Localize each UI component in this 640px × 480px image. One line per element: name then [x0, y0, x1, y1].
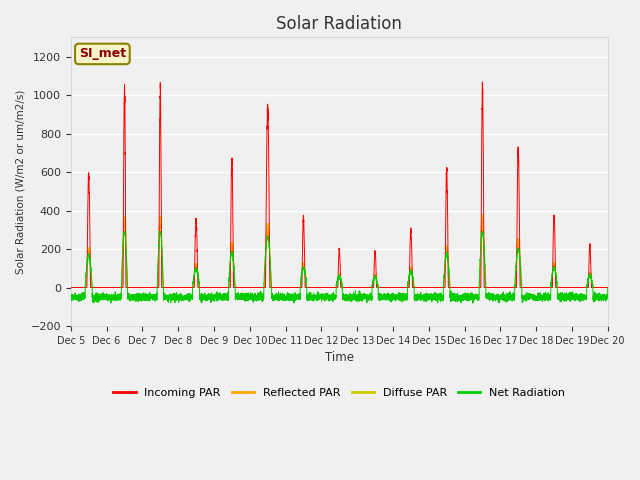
Title: Solar Radiation: Solar Radiation	[276, 15, 402, 33]
Legend: Incoming PAR, Reflected PAR, Diffuse PAR, Net Radiation: Incoming PAR, Reflected PAR, Diffuse PAR…	[109, 384, 570, 402]
X-axis label: Time: Time	[324, 351, 354, 364]
Y-axis label: Solar Radiation (W/m2 or um/m2/s): Solar Radiation (W/m2 or um/m2/s)	[15, 89, 25, 274]
Text: SI_met: SI_met	[79, 48, 126, 60]
